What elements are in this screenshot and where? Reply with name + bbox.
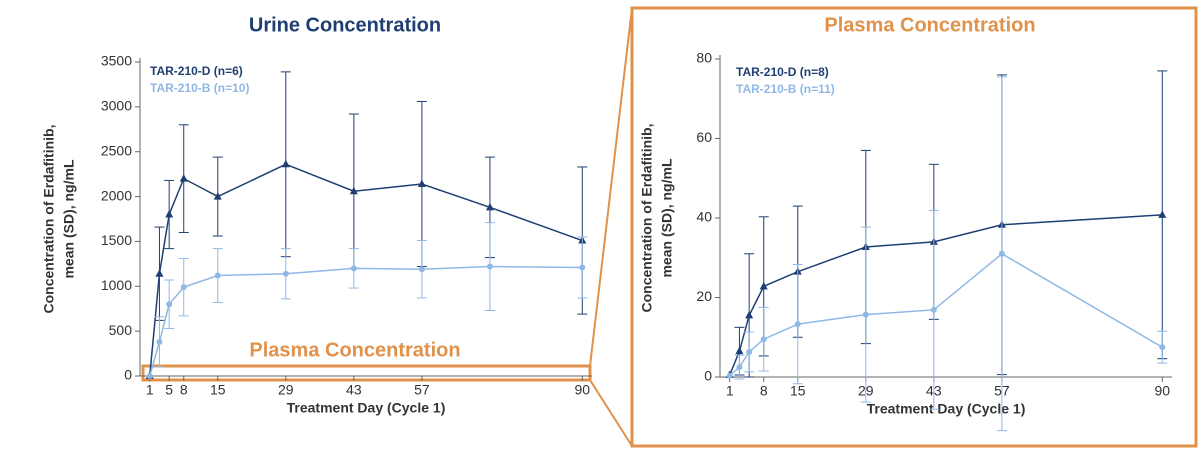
x-tick-label: 1: [146, 382, 154, 398]
legend-entry: TAR-210-B (n=11): [736, 82, 835, 96]
series-line: [148, 265, 583, 377]
zoom-connector: [589, 379, 633, 447]
y-axis-label: mean (SD), ng/mL: [61, 159, 77, 278]
x-tick-label: 15: [790, 383, 806, 399]
marker: [794, 321, 801, 328]
y-tick-label: 20: [696, 288, 712, 304]
y-tick-label: 80: [696, 50, 712, 66]
x-tick-label: 90: [574, 382, 590, 398]
x-tick-label: 8: [760, 383, 768, 399]
y-tick-label: 500: [109, 322, 133, 338]
zoom-region: [141, 364, 592, 382]
marker: [350, 265, 357, 272]
y-tick-label: 40: [696, 209, 712, 225]
legend-entry: TAR-210-D (n=8): [736, 65, 829, 79]
marker: [214, 272, 221, 279]
marker: [155, 269, 164, 277]
marker: [1158, 210, 1167, 218]
x-tick-label: 1: [726, 383, 734, 399]
y-tick-label: 2500: [101, 142, 132, 158]
y-tick-label: 60: [696, 129, 712, 145]
x-tick-label: 90: [1154, 383, 1170, 399]
x-tick-label: 29: [278, 382, 294, 398]
marker: [213, 192, 222, 200]
legend-entry: TAR-210-B (n=10): [150, 81, 249, 95]
legend-entry: TAR-210-D (n=6): [150, 64, 243, 78]
marker: [349, 186, 358, 195]
marker: [862, 311, 869, 318]
marker: [282, 270, 289, 277]
marker: [179, 174, 188, 182]
annotation: Plasma Concentration: [249, 339, 460, 361]
marker: [418, 266, 425, 273]
y-tick-label: 0: [704, 368, 712, 384]
y-tick-label: 3500: [101, 53, 132, 69]
marker: [759, 281, 768, 290]
series-line: [148, 163, 583, 377]
chart-title: Urine Concentration: [249, 14, 441, 36]
marker: [736, 364, 743, 371]
zoom-connector: [589, 7, 633, 367]
x-tick-label: 8: [180, 382, 188, 398]
y-axis-label: Concentration of Erdafitinib,: [41, 125, 57, 314]
x-tick-label: 5: [165, 382, 173, 398]
x-tick-label: 15: [210, 382, 226, 398]
marker: [579, 264, 586, 271]
y-tick-label: 3000: [101, 98, 132, 114]
marker: [417, 179, 426, 188]
x-axis-label: Treatment Day (Cycle 1): [287, 400, 446, 416]
marker: [166, 301, 173, 308]
x-axis-label: Treatment Day (Cycle 1): [867, 401, 1026, 417]
y-axis-label: Concentration of Erdafitinib,: [639, 124, 655, 313]
marker: [281, 159, 290, 168]
zoom-panel-frame: [630, 6, 1198, 448]
chart-title: Plasma Concentration: [824, 14, 1035, 36]
marker: [165, 210, 174, 218]
series-line: [729, 214, 1163, 376]
marker: [735, 346, 744, 355]
marker: [486, 263, 493, 270]
marker: [760, 336, 767, 343]
marker: [746, 348, 753, 355]
y-tick-label: 2000: [101, 187, 132, 203]
marker: [156, 338, 163, 345]
y-tick-label: 1500: [101, 232, 132, 248]
marker: [930, 306, 937, 313]
y-tick-label: 1000: [101, 277, 132, 293]
y-axis-label: mean (SD), ng/mL: [659, 158, 675, 277]
marker: [485, 202, 494, 211]
marker: [146, 373, 153, 379]
marker: [745, 310, 754, 319]
y-tick-label: 0: [124, 367, 132, 383]
x-tick-label: 57: [414, 382, 430, 398]
series-line: [729, 252, 1163, 377]
x-tick-label: 43: [346, 382, 362, 398]
marker: [180, 284, 187, 291]
marker: [998, 250, 1005, 257]
marker: [1159, 344, 1166, 351]
marker: [726, 372, 733, 379]
